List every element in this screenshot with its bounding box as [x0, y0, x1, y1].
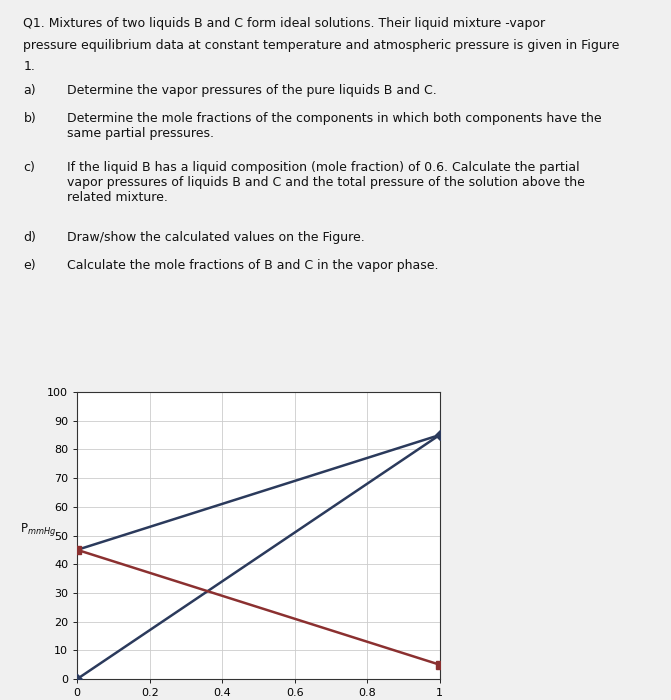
Text: Q1. Mixtures of two liquids B and C form ideal solutions. Their liquid mixture -: Q1. Mixtures of two liquids B and C form… [23, 18, 546, 31]
Text: Calculate the mole fractions of B and C in the vapor phase.: Calculate the mole fractions of B and C … [67, 259, 439, 272]
Text: pressure equilibrium data at constant temperature and atmospheric pressure is gi: pressure equilibrium data at constant te… [23, 38, 620, 52]
Text: Draw/show the calculated values on the Figure.: Draw/show the calculated values on the F… [67, 231, 365, 244]
Text: a): a) [23, 84, 36, 97]
Text: If the liquid B has a liquid composition (mole fraction) of 0.6. Calculate the p: If the liquid B has a liquid composition… [67, 161, 585, 204]
Text: 1.: 1. [23, 60, 36, 73]
Text: e): e) [23, 259, 36, 272]
Text: d): d) [23, 231, 36, 244]
Text: c): c) [23, 161, 36, 174]
Text: b): b) [23, 112, 36, 125]
Text: Determine the vapor pressures of the pure liquids B and C.: Determine the vapor pressures of the pur… [67, 84, 437, 97]
Text: Determine the mole fractions of the components in which both components have the: Determine the mole fractions of the comp… [67, 112, 602, 140]
Text: P$_{mmHg}$: P$_{mmHg}$ [20, 522, 56, 538]
